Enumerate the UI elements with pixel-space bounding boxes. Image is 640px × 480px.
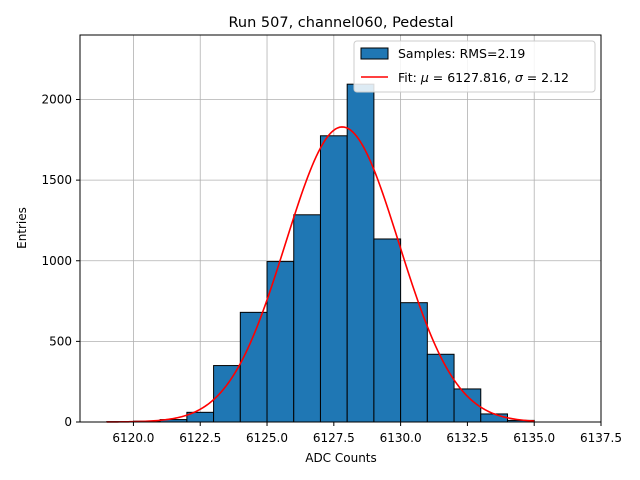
histogram-bar [239, 311, 268, 423]
x-tick-label: 6127.5 [313, 431, 355, 445]
legend-fit-sigma-value: = 2.12 [523, 70, 569, 85]
y-tick-label: 0 [64, 415, 72, 429]
histogram-bar [373, 238, 402, 423]
histogram-bar [293, 214, 321, 423]
fit-curve [106, 126, 535, 423]
x-tick-label: 6122.5 [179, 431, 221, 445]
y-tick-label: 1000 [41, 254, 72, 268]
y-tick-label: 2000 [41, 93, 72, 107]
legend-box [353, 40, 596, 93]
y-tick-label: 1500 [41, 173, 72, 187]
x-tick-label: 6130.0 [380, 431, 422, 445]
chart-title: Run 507, channel060, Pedestal [228, 15, 453, 31]
y-axis-ticks: 0 500 1000 1500 2000 [41, 93, 80, 429]
y-tick-label: 500 [49, 334, 72, 348]
histogram-bar [346, 83, 375, 423]
histogram-bar [480, 413, 508, 423]
legend: Samples: RMS=2.19 Fit: μ = 6127.816, σ =… [353, 40, 596, 93]
legend-fit-sigma-symbol: σ [515, 70, 524, 85]
x-axis-ticks: 6120.0 6122.5 6125.0 6127.5 6130.0 6132.5 6135… [112, 422, 622, 445]
y-axis-label: Entries [15, 207, 29, 249]
histogram-bar [426, 353, 455, 423]
legend-histogram-label: Samples: RMS=2.19 [398, 46, 525, 61]
x-tick-label: 6132.5 [446, 431, 488, 445]
x-tick-label: 6125.0 [246, 431, 288, 445]
histogram-bar [319, 135, 348, 423]
x-tick-label: 6120.0 [112, 431, 154, 445]
histogram-bars [106, 83, 535, 423]
histogram-bar [266, 261, 295, 423]
histogram-bar [213, 365, 241, 423]
x-tick-label: 6137.5 [580, 431, 622, 445]
legend-histogram-swatch [360, 47, 389, 60]
histogram-bar [453, 388, 482, 423]
legend-fit-mu-value: = 6127.816, [429, 70, 515, 85]
plot-frame [79, 34, 602, 423]
legend-fit-mu-symbol: μ [420, 70, 429, 85]
legend-fit-prefix: Fit: [398, 70, 421, 85]
histogram-bar [400, 302, 428, 423]
x-axis-label: ADC Counts [305, 451, 377, 465]
x-tick-label: 6135.0 [513, 431, 555, 445]
legend-fit-label: Fit: μ = 6127.816, σ = 2.12 [398, 70, 569, 85]
